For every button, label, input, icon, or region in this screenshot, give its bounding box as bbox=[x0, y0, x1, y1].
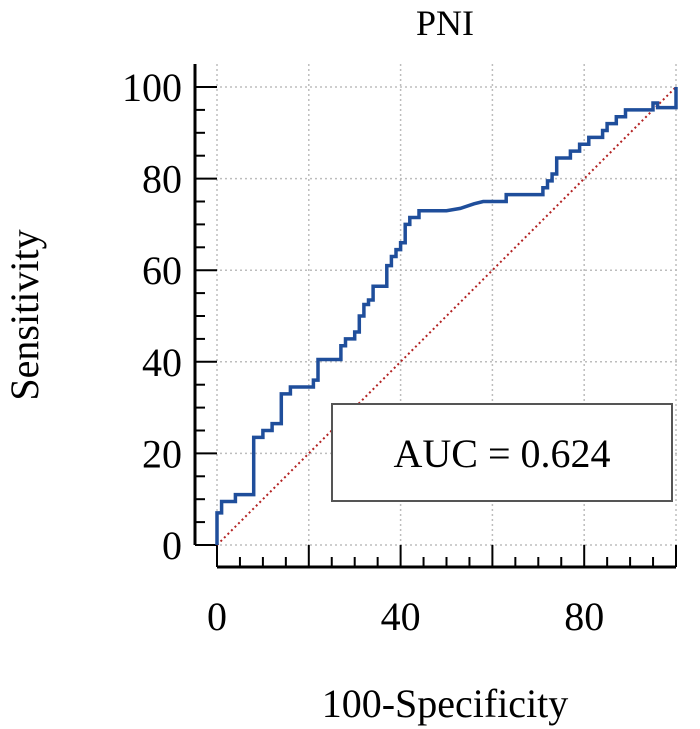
y-tick-label: 60 bbox=[142, 248, 182, 293]
auc-annotation-box bbox=[331, 403, 673, 502]
y-tick-label: 100 bbox=[122, 65, 182, 110]
x-tick-label: 40 bbox=[381, 594, 421, 639]
auc-annotation-text: AUC = 0.624 bbox=[393, 431, 610, 476]
y-tick-label: 40 bbox=[142, 340, 182, 385]
x-axis-title: 100-Specificity bbox=[322, 681, 569, 726]
y-axis-title: Sensitivity bbox=[2, 229, 47, 400]
x-tick-labels: 0 40 80 bbox=[207, 594, 604, 639]
y-tick-label: 80 bbox=[142, 157, 182, 202]
minor-ticks bbox=[195, 86, 677, 567]
y-tick-label: 20 bbox=[142, 431, 182, 476]
chart-title: PNI bbox=[416, 3, 474, 43]
y-tick-labels: 0 20 40 60 80 100 bbox=[122, 65, 182, 568]
x-tick-label: 80 bbox=[564, 594, 604, 639]
x-tick-label: 0 bbox=[207, 594, 227, 639]
roc-curve bbox=[215, 87, 678, 545]
reference-diagonal-line bbox=[216, 86, 677, 546]
y-tick-label: 0 bbox=[162, 523, 182, 568]
